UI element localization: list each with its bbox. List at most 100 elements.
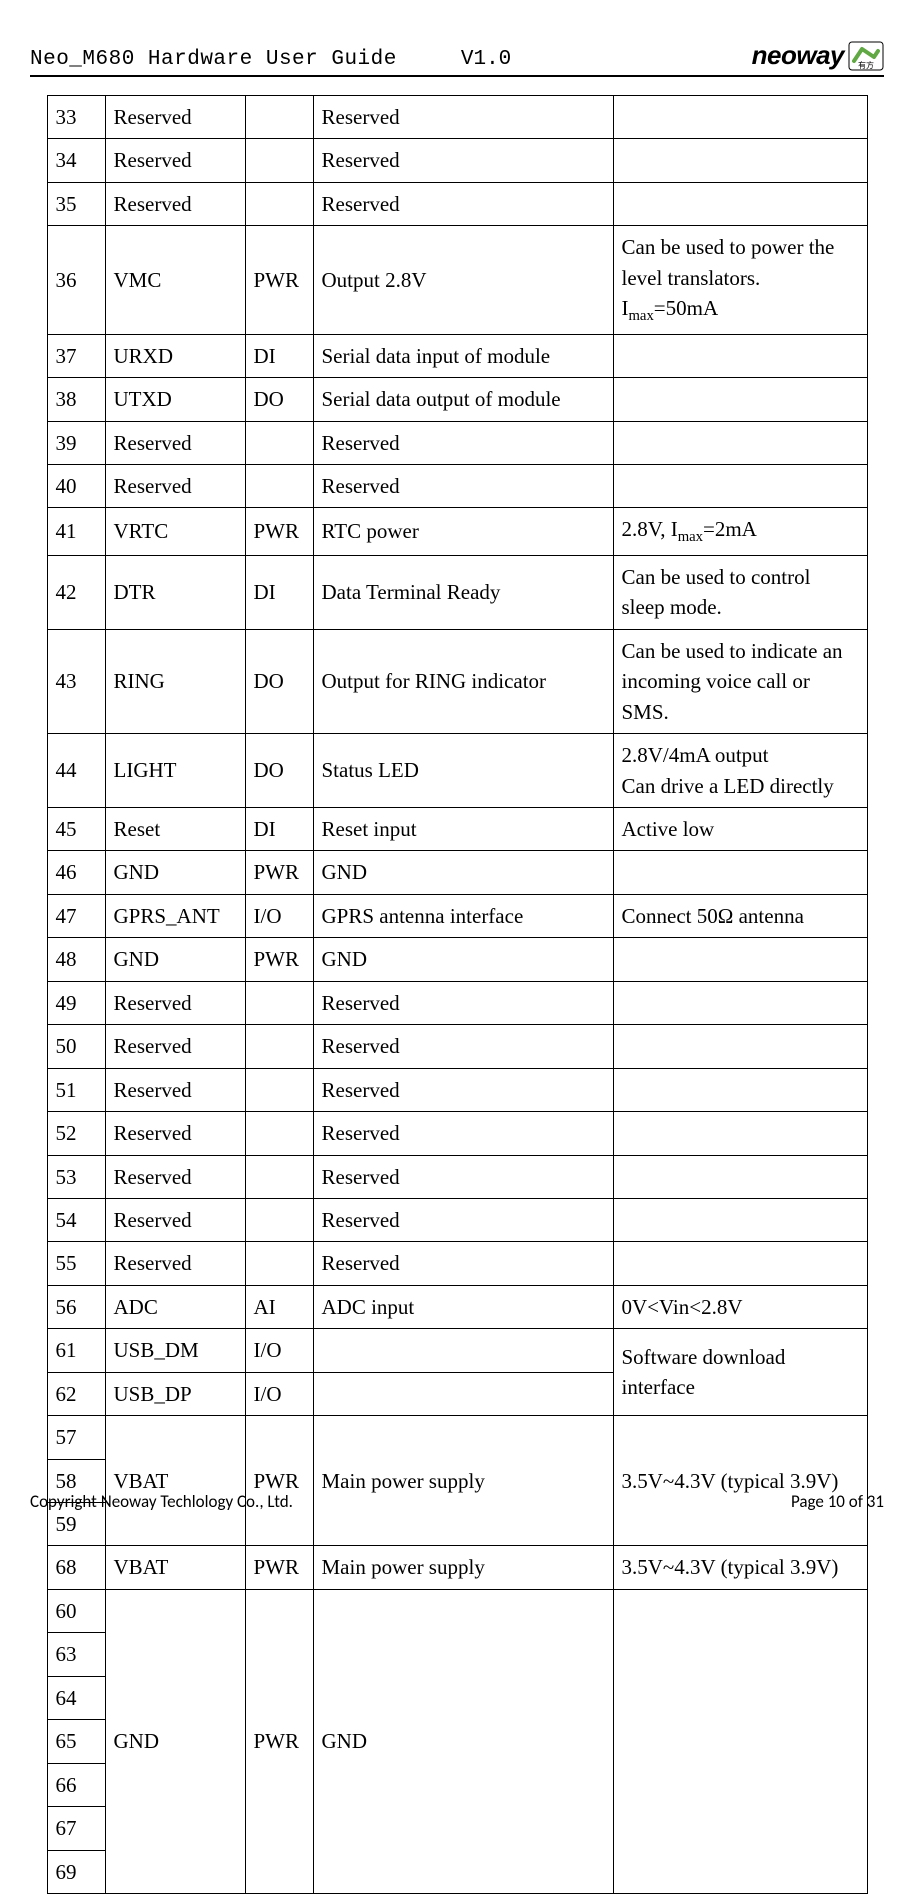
table-cell: ADC <box>105 1285 245 1328</box>
doc-version: V1.0 <box>461 48 511 71</box>
table-cell: VMC <box>105 226 245 334</box>
table-cell: LIGHT <box>105 734 245 808</box>
table-cell <box>613 981 867 1024</box>
table-cell: 2.8V/4mA outputCan drive a LED directly <box>613 734 867 808</box>
table-cell: GND <box>105 938 245 981</box>
table-cell: Reserved <box>105 139 245 182</box>
table-cell: 47 <box>47 894 105 937</box>
table-cell: Main power supply <box>313 1416 613 1546</box>
table-cell: GPRS_ANT <box>105 894 245 937</box>
doc-title: Neo_M680 Hardware User Guide <box>30 48 397 71</box>
table-cell <box>613 1242 867 1285</box>
table-cell <box>613 334 867 377</box>
table-cell <box>613 1068 867 1111</box>
table-row: 60GNDPWRGND <box>47 1589 867 1632</box>
table-cell: UTXD <box>105 378 245 421</box>
table-cell: 0V<Vin<2.8V <box>613 1285 867 1328</box>
table-row: 55ReservedReserved <box>47 1242 867 1285</box>
table-cell <box>245 139 313 182</box>
table-row: 53ReservedReserved <box>47 1155 867 1198</box>
table-cell: Reserved <box>105 1198 245 1241</box>
page-number: Page 10 of 31 <box>791 1491 884 1512</box>
logo-text: neoway <box>752 40 844 71</box>
table-cell: 49 <box>47 981 105 1024</box>
table-row: 36VMCPWROutput 2.8VCan be used to power … <box>47 226 867 334</box>
table-cell: RING <box>105 629 245 733</box>
table-cell: 61 <box>47 1329 105 1372</box>
table-cell: Reserved <box>313 1198 613 1241</box>
table-cell: DO <box>245 734 313 808</box>
table-cell: 54 <box>47 1198 105 1241</box>
table-cell: 34 <box>47 139 105 182</box>
page: Neo_M680 Hardware User Guide V1.0 neoway… <box>0 0 914 1542</box>
table-cell: 62 <box>47 1372 105 1415</box>
table-row: 45ResetDIReset inputActive low <box>47 808 867 851</box>
table-cell <box>613 851 867 894</box>
table-cell: Can be used to indicate an incoming voic… <box>613 629 867 733</box>
table-cell: Reserved <box>313 1068 613 1111</box>
table-row: 52ReservedReserved <box>47 1112 867 1155</box>
table-cell: 60 <box>47 1589 105 1632</box>
table-cell: Can be used to power the level translato… <box>613 226 867 334</box>
table-row: 39ReservedReserved <box>47 421 867 464</box>
table-cell: VRTC <box>105 508 245 556</box>
table-cell: Main power supply <box>313 1546 613 1589</box>
table-cell: 38 <box>47 378 105 421</box>
table-cell: Software download interface <box>613 1329 867 1416</box>
table-cell: Reserved <box>313 1155 613 1198</box>
table-cell: RTC power <box>313 508 613 556</box>
table-cell: Reserved <box>105 182 245 225</box>
table-cell: 57 <box>47 1416 105 1459</box>
table-cell: DI <box>245 808 313 851</box>
logo-mark-icon: 有方 <box>848 41 884 71</box>
table-cell: Reserved <box>313 1025 613 1068</box>
table-cell <box>613 421 867 464</box>
table-cell: DO <box>245 378 313 421</box>
table-cell: 41 <box>47 508 105 556</box>
table-cell: VBAT <box>105 1546 245 1589</box>
table-cell: AI <box>245 1285 313 1328</box>
table-cell <box>245 981 313 1024</box>
table-cell: DI <box>245 555 313 629</box>
table-cell: Reserved <box>105 1112 245 1155</box>
table-row: 38UTXDDOSerial data output of module <box>47 378 867 421</box>
table-cell: 33 <box>47 96 105 139</box>
table-cell: 66 <box>47 1763 105 1806</box>
table-cell: Reset <box>105 808 245 851</box>
table-row: 57VBATPWRMain power supply3.5V~4.3V (typ… <box>47 1416 867 1459</box>
table-cell: 67 <box>47 1807 105 1850</box>
table-cell: GPRS antenna interface <box>313 894 613 937</box>
table-cell <box>613 1112 867 1155</box>
svg-text:有方: 有方 <box>858 60 874 70</box>
table-cell: 53 <box>47 1155 105 1198</box>
table-cell: PWR <box>245 1416 313 1546</box>
table-cell: PWR <box>245 938 313 981</box>
table-row: 33ReservedReserved <box>47 96 867 139</box>
table-row: 44LIGHTDOStatus LED2.8V/4mA outputCan dr… <box>47 734 867 808</box>
table-cell: URXD <box>105 334 245 377</box>
table-row: 56ADCAIADC input0V<Vin<2.8V <box>47 1285 867 1328</box>
table-cell: 55 <box>47 1242 105 1285</box>
table-cell <box>613 465 867 508</box>
table-cell: 50 <box>47 1025 105 1068</box>
copyright-text: Copyright Neoway Techlology Co., Ltd. <box>30 1491 293 1512</box>
table-cell: 3.5V~4.3V (typical 3.9V) <box>613 1546 867 1589</box>
table-row: 46GNDPWRGND <box>47 851 867 894</box>
page-footer: Copyright Neoway Techlology Co., Ltd. Pa… <box>30 1491 884 1512</box>
table-cell: Reserved <box>313 139 613 182</box>
table-cell: 39 <box>47 421 105 464</box>
table-cell: ADC input <box>313 1285 613 1328</box>
table-row: 54ReservedReserved <box>47 1198 867 1241</box>
table-cell: Reserved <box>313 465 613 508</box>
table-cell: DTR <box>105 555 245 629</box>
table-cell: I/O <box>245 894 313 937</box>
table-cell <box>245 1025 313 1068</box>
table-cell <box>613 1198 867 1241</box>
table-cell: Data Terminal Ready <box>313 555 613 629</box>
table-cell: PWR <box>245 1589 313 1893</box>
table-cell: Output for RING indicator <box>313 629 613 733</box>
table-cell: GND <box>313 938 613 981</box>
table-row: 40ReservedReserved <box>47 465 867 508</box>
table-cell: 40 <box>47 465 105 508</box>
table-cell: 69 <box>47 1850 105 1893</box>
